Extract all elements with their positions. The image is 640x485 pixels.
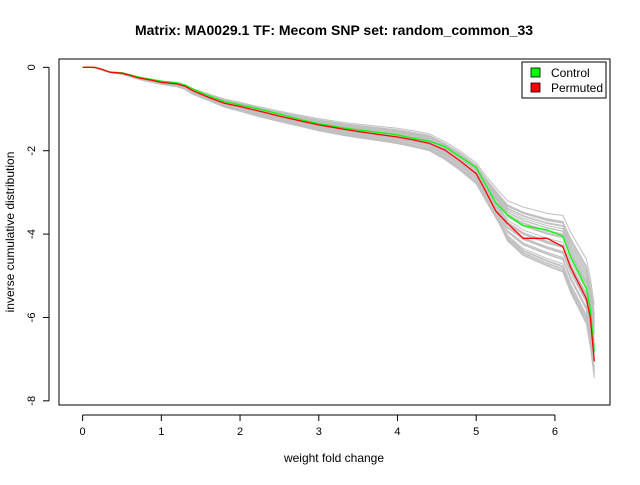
series-layer xyxy=(82,66,595,362)
y-tick-label: -8 xyxy=(26,396,38,406)
permuted-replicate-line xyxy=(82,66,595,345)
y-tick-label: -6 xyxy=(26,313,38,323)
permuted-replicate-line xyxy=(82,66,595,346)
permuted-replicate-line xyxy=(82,66,595,331)
x-tick-label: 5 xyxy=(473,426,479,438)
permuted-replicate-line xyxy=(82,66,595,334)
permuted-replicate-line xyxy=(82,66,595,323)
permuted-replicate-line xyxy=(82,66,595,326)
x-tick-label: 1 xyxy=(158,426,164,438)
legend-swatch-control xyxy=(530,67,541,78)
permuted-replicate-line xyxy=(82,66,595,326)
legend: Control Permuted xyxy=(521,61,607,99)
permuted-replicate-line xyxy=(82,66,595,334)
y-axis-label: inverse cumulative distribution xyxy=(3,152,17,313)
x-tick-label: 3 xyxy=(316,426,322,438)
y-tick-label: -2 xyxy=(26,146,38,156)
permuted-replicate-line xyxy=(82,66,595,306)
permuted-replicate-line xyxy=(82,66,595,346)
x-axis: 0 1 2 3 4 5 6 xyxy=(80,414,558,438)
permuted-replicate-line xyxy=(82,66,595,362)
x-tick-label: 0 xyxy=(80,426,86,438)
chart-title: Matrix: MA0029.1 TF: Mecom SNP set: rand… xyxy=(135,22,533,38)
permuted-replicate-line xyxy=(82,66,595,347)
y-tick-label: 0 xyxy=(26,64,38,70)
permuted-replicate-line xyxy=(82,66,595,315)
permuted-replicate-line xyxy=(82,66,595,371)
permuted-replicate-line xyxy=(82,66,595,319)
legend-label-permuted: Permuted xyxy=(551,81,603,95)
permuted-replicate-line xyxy=(82,66,595,320)
permuted-replicate-line xyxy=(82,66,595,344)
series-line-control xyxy=(82,66,595,351)
x-tick-label: 4 xyxy=(394,426,400,438)
legend-label-control: Control xyxy=(551,66,590,80)
y-axis: 0 -2 -4 -6 -8 xyxy=(26,64,50,406)
x-tick-label: 2 xyxy=(237,426,243,438)
permuted-replicate-line xyxy=(82,66,595,340)
permuted-replicate-line xyxy=(82,66,595,362)
permuted-replicate-line xyxy=(82,66,595,314)
x-axis-label: weight fold change xyxy=(283,451,384,465)
permuted-replicate-line xyxy=(82,66,595,333)
permuted-replicate-line xyxy=(82,66,595,362)
permuted-replicate-line xyxy=(82,66,595,313)
x-tick-label: 6 xyxy=(552,426,558,438)
series-line-permuted xyxy=(82,66,595,362)
y-tick-label: -4 xyxy=(26,229,38,239)
permuted-replicate-line xyxy=(82,66,595,326)
permuted-replicate-line xyxy=(82,66,595,326)
legend-swatch-permuted xyxy=(530,82,541,93)
plot-frame xyxy=(58,58,611,406)
permuted-replicate-line xyxy=(82,66,595,329)
permuted-replicate-line xyxy=(82,66,595,316)
